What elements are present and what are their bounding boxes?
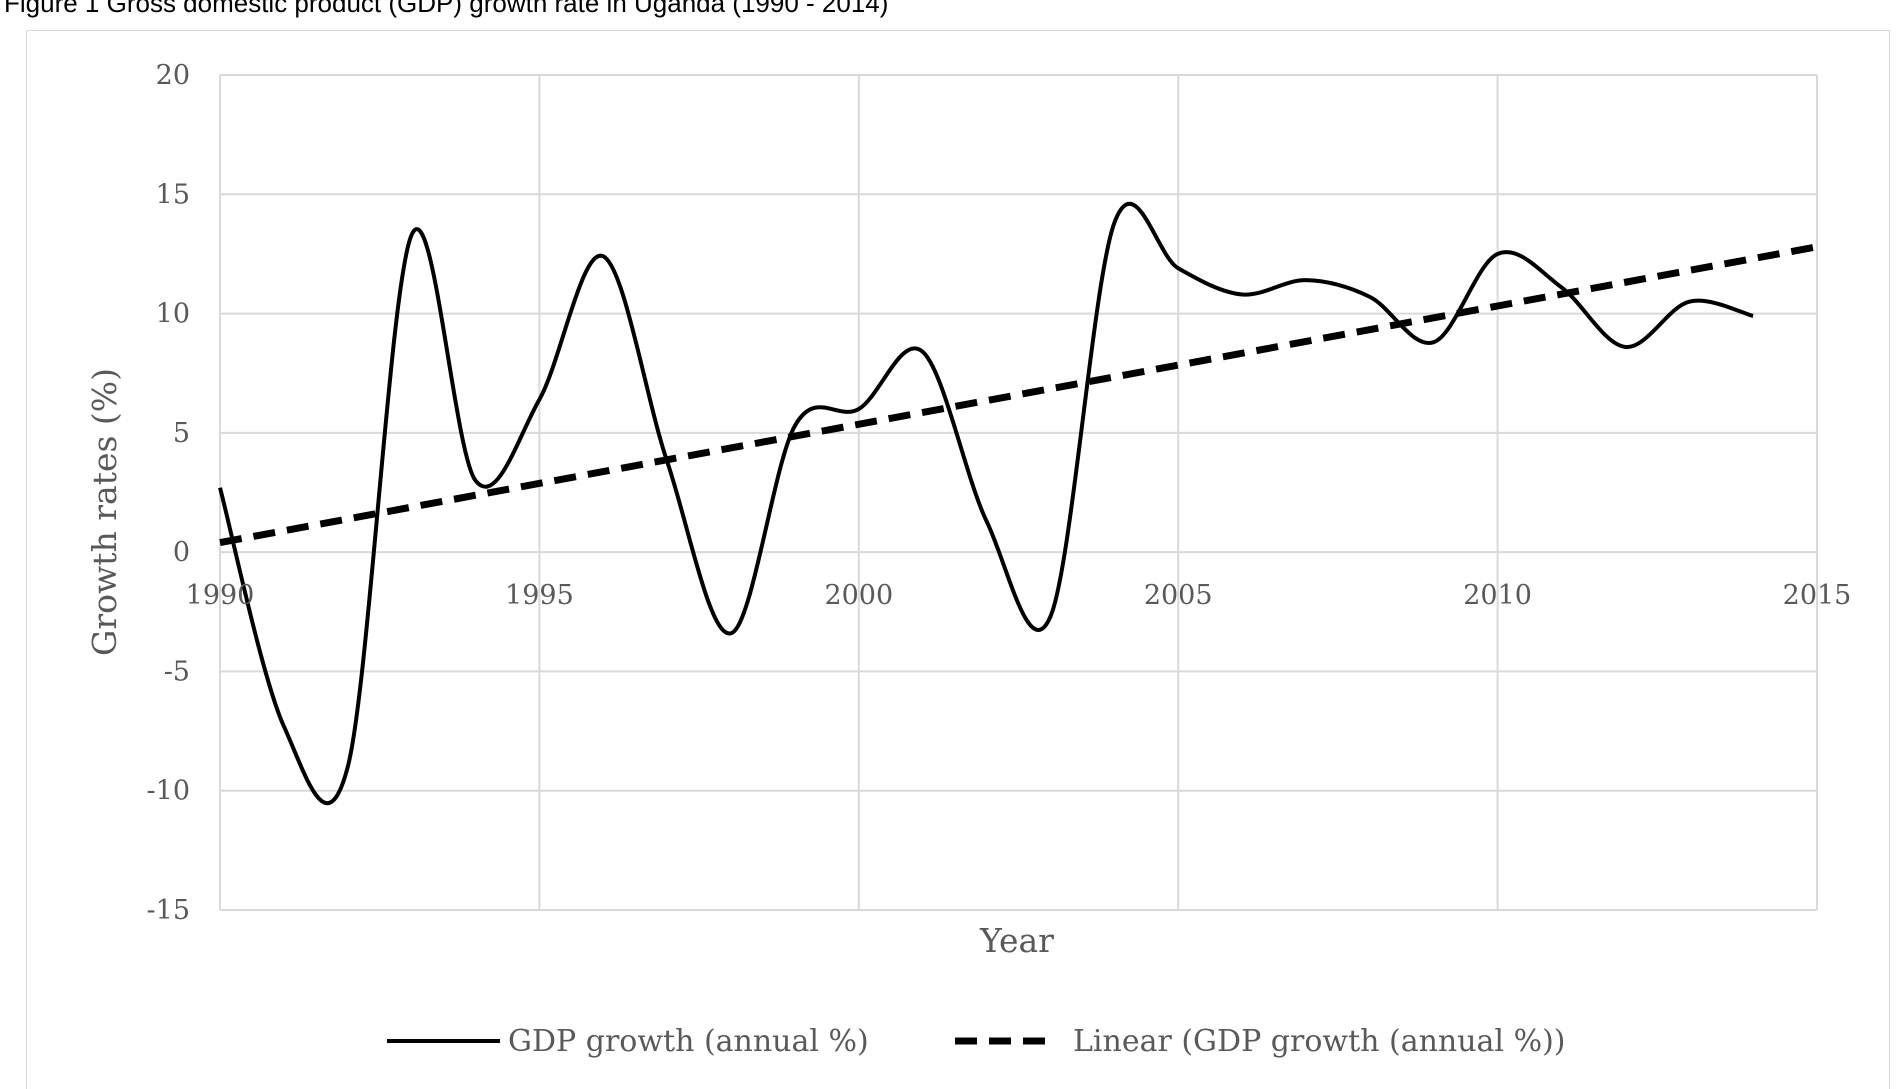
x-tick-label: 2010: [1463, 580, 1532, 611]
y-tick-label: 10: [156, 299, 190, 330]
x-tick-label: 1995: [505, 580, 574, 611]
gdp-growth-series-line: [218, 201, 1754, 806]
legend: GDP growth (annual %) Linear (GDP growth …: [387, 1024, 1565, 1059]
series-layer: [218, 201, 1818, 806]
x-tick-label: 2005: [1144, 580, 1213, 611]
y-tick-label: 5: [173, 418, 190, 449]
y-tick-label: -10: [147, 776, 190, 807]
x-tick-label: 2015: [1783, 580, 1852, 611]
y-tick-label: 15: [156, 179, 190, 210]
chart-frame: [26, 30, 1890, 1089]
legend-label-linear: Linear (GDP growth (annual %)): [1073, 1024, 1565, 1059]
y-axis-title: Growth rates (%): [85, 368, 124, 656]
tick-labels: -15 -10 -5 0 5 10 15 20 1990 1995 2000 2005 2010 2015: [147, 60, 1852, 926]
grid-lines: [219, 74, 1818, 911]
y-tick-label: -15: [147, 895, 190, 926]
y-tick-label: 0: [173, 537, 190, 568]
x-tick-label: 1990: [186, 580, 255, 611]
trendline-series: [219, 243, 1818, 547]
x-axis-title: Year: [979, 921, 1054, 960]
figure-caption: Figure 1 Gross domestic product (GDP) gr…: [4, 0, 889, 18]
x-tick-label: 2000: [824, 580, 893, 611]
y-tick-label: 20: [156, 60, 190, 91]
y-tick-label: -5: [164, 656, 190, 687]
legend-label-gdp-growth: GDP growth (annual %): [508, 1024, 869, 1059]
